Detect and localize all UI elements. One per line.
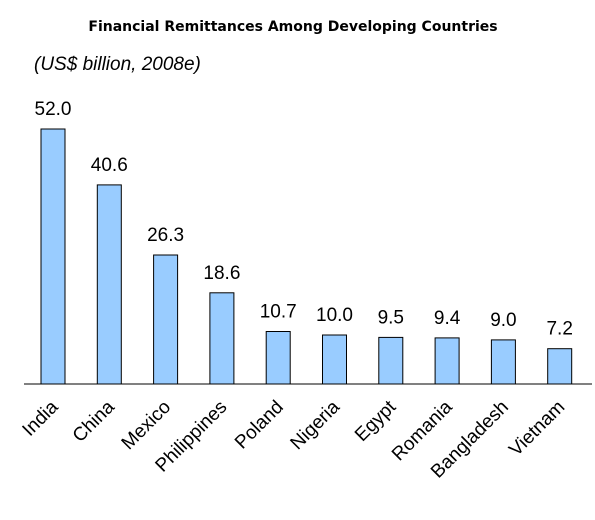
value-label-bangladesh: 9.0 xyxy=(490,310,516,331)
value-label-india: 52.0 xyxy=(35,99,72,120)
value-label-china: 40.6 xyxy=(91,155,128,176)
category-label-vietnam: Vietnam xyxy=(505,397,569,461)
category-label-nigeria: Nigeria xyxy=(287,396,345,454)
bars-group xyxy=(40,128,573,385)
chart-title: Financial Remittances Among Developing C… xyxy=(88,19,497,35)
bar-philippines xyxy=(209,292,235,385)
bar-egypt xyxy=(378,336,404,385)
value-labels-group: 52.0 40.6 26.3 18.6 10.7 10.0 9.5 9.4 9.0 7.2 xyxy=(35,99,573,340)
category-label-poland: Poland xyxy=(231,397,288,454)
bar-india xyxy=(40,128,66,385)
value-label-romania: 9.4 xyxy=(434,308,461,329)
bar-nigeria xyxy=(322,334,347,385)
category-label-india: India xyxy=(19,396,63,440)
value-label-vietnam: 7.2 xyxy=(546,319,572,340)
value-label-nigeria: 10.0 xyxy=(316,305,353,326)
category-label-egypt: Egypt xyxy=(351,396,401,446)
value-label-mexico: 26.3 xyxy=(147,225,184,246)
bar-romania xyxy=(434,337,460,385)
bar-mexico xyxy=(153,254,179,385)
value-label-poland: 10.7 xyxy=(260,302,297,323)
category-label-china: China xyxy=(69,396,119,446)
bar-poland xyxy=(265,331,291,385)
value-label-egypt: 9.5 xyxy=(378,307,404,328)
bar-china xyxy=(96,184,122,385)
bar-vietnam xyxy=(547,348,573,385)
bar-bangladesh xyxy=(490,339,516,385)
value-label-philippines: 18.6 xyxy=(203,263,240,284)
chart-subtitle: (US$ billion, 2008e) xyxy=(34,54,201,75)
